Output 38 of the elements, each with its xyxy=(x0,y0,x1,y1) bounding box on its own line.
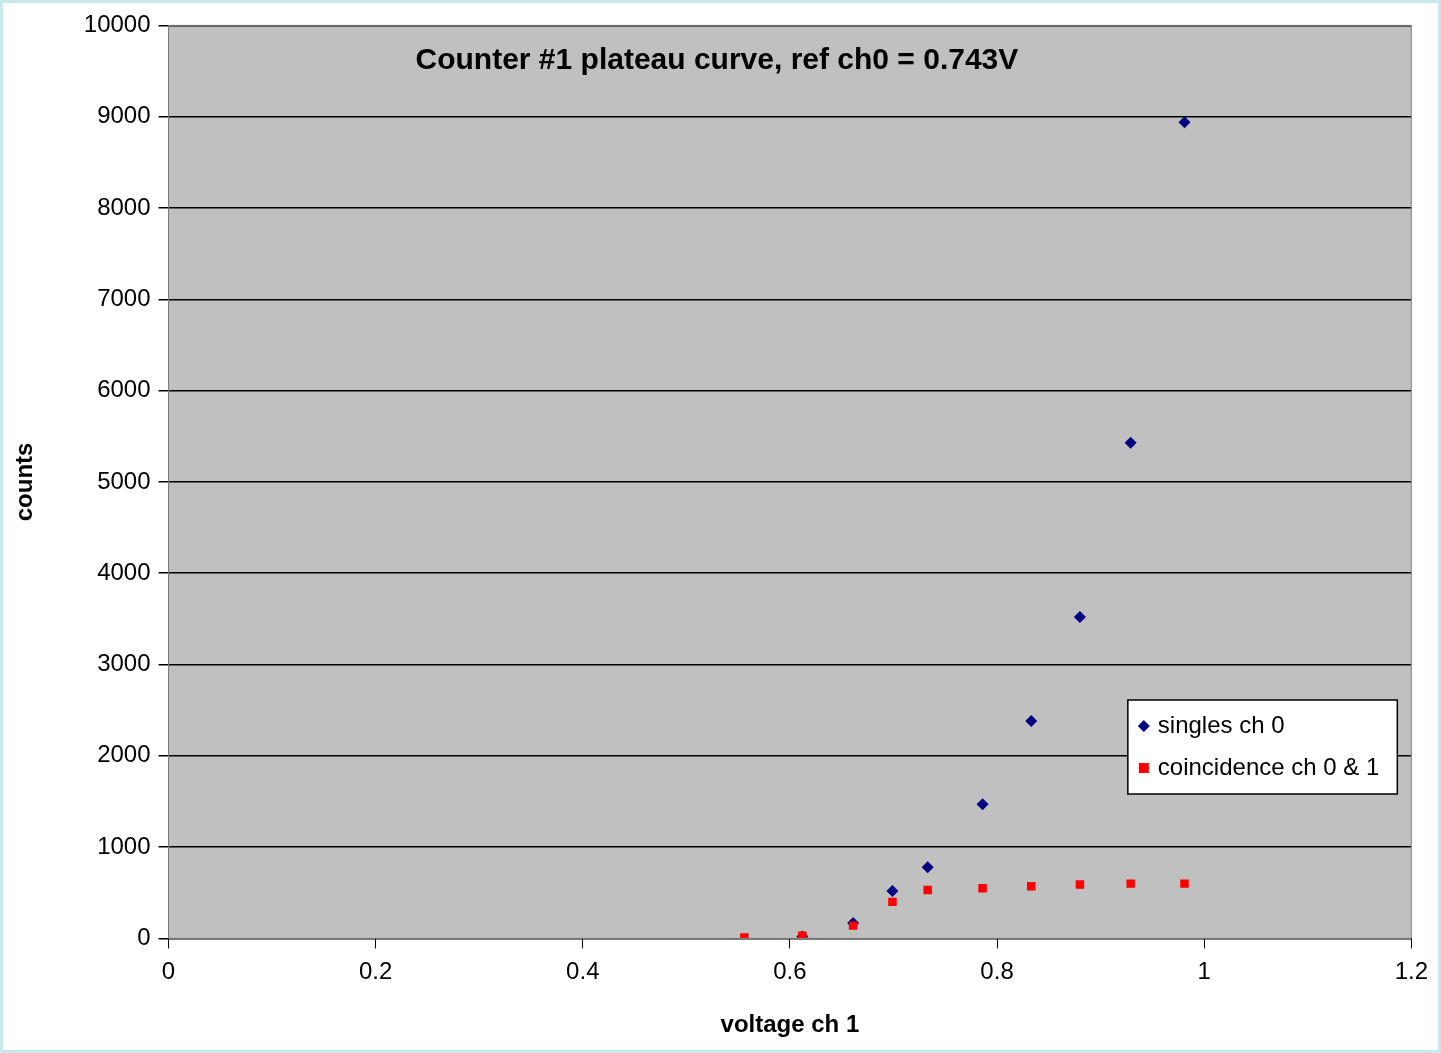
point xyxy=(976,798,989,811)
point xyxy=(1025,715,1038,728)
point xyxy=(1126,879,1135,888)
y-tick-label: 1000 xyxy=(97,831,151,859)
y-tick-label: 10000 xyxy=(83,10,151,38)
point xyxy=(1178,116,1191,129)
point xyxy=(888,897,897,907)
x-tick-label: 0 xyxy=(161,957,176,985)
point xyxy=(1124,436,1137,449)
legend-label: singles ch 0 xyxy=(1157,710,1285,738)
y-axis-title: counts xyxy=(10,442,38,522)
x-tick-label: 0.6 xyxy=(773,957,807,985)
point xyxy=(921,861,934,874)
y-tick-label: 5000 xyxy=(97,466,151,494)
y-tick-label: 8000 xyxy=(97,192,151,220)
y-tick-label: 7000 xyxy=(97,283,151,311)
point xyxy=(848,921,858,930)
y-tick-label: 2000 xyxy=(97,740,151,768)
point xyxy=(1073,611,1086,624)
text: Counter #1 plateau curve, ref ch0 = 0.743V xyxy=(415,41,1019,75)
legend-label: coincidence ch 0 & 1 xyxy=(1157,752,1380,780)
x-tick-label: 0.4 xyxy=(566,957,600,985)
x-tick-label: 0.2 xyxy=(358,957,393,985)
y-tick-label: 6000 xyxy=(97,375,151,403)
point xyxy=(886,884,899,897)
point xyxy=(1180,879,1189,888)
y-tick-label: 3000 xyxy=(97,649,151,677)
x-tick-label: 1.2 xyxy=(1394,957,1429,985)
y-tick-label: 9000 xyxy=(97,101,151,129)
point xyxy=(923,885,932,895)
y-tick-label: 0 xyxy=(137,923,151,951)
point xyxy=(1026,882,1036,891)
x-tick-label: 0.8 xyxy=(980,957,1014,985)
x-axis-title: voltage ch 1 xyxy=(720,1010,860,1038)
point xyxy=(1075,880,1085,889)
point xyxy=(978,883,987,893)
y-tick-label: 4000 xyxy=(97,557,151,585)
x-tick-label: 1 xyxy=(1197,957,1211,985)
